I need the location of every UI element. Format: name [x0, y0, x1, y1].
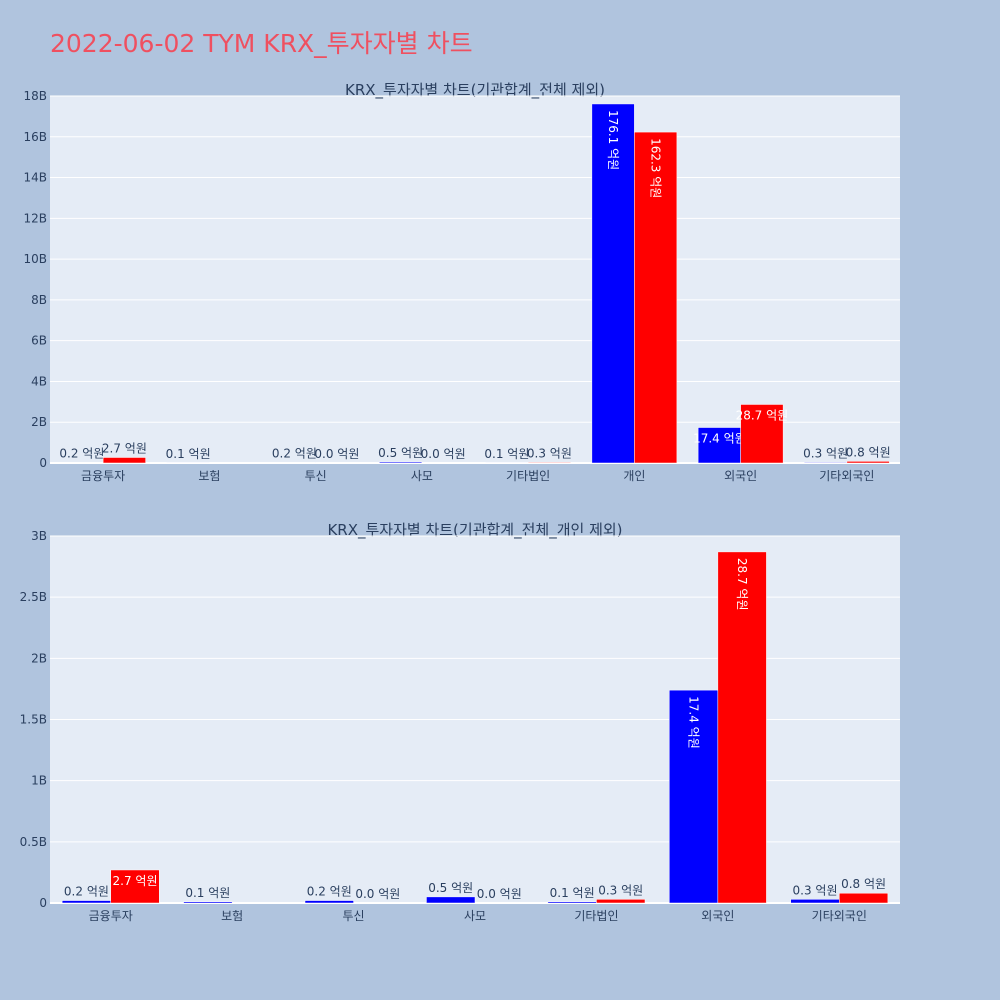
x-tick-label: 투신	[305, 469, 327, 483]
chart-title: KRX_투자자별 차트(기관합계_전체_개인 제외)	[327, 521, 622, 540]
x-tick-label: 기타외국인	[819, 469, 874, 483]
data-label: 28.7 억원	[736, 408, 789, 422]
data-label: 0.5 억원	[378, 446, 423, 460]
x-tick-label: 사모	[411, 469, 433, 483]
y-tick-label: 12B	[23, 211, 47, 225]
data-label: 0.3 억원	[598, 883, 643, 897]
data-label: 0.1 억원	[166, 447, 211, 461]
data-label: 0.0 억원	[314, 447, 359, 461]
data-label: 17.4 억원	[687, 696, 701, 749]
y-tick-label: 4B	[31, 374, 47, 388]
x-tick-label: 투신	[343, 909, 365, 923]
bar	[697, 427, 741, 464]
bar	[547, 901, 597, 904]
data-label: 0.2 억원	[59, 447, 104, 461]
y-tick-label: 0.5B	[20, 835, 47, 849]
data-label: 0.1 억원	[185, 886, 230, 900]
chart-krx-excluding-institutions: KRX_투자자별 차트(기관합계_전체 제외) 0 2B 4B 6B 8B 10B 12B 14…	[23, 81, 900, 483]
x-tick-label: 사모	[464, 909, 486, 923]
x-tick-label: 보험	[221, 909, 243, 923]
y-tick-label: 0	[39, 896, 47, 910]
data-label: 0.8 억원	[841, 877, 886, 891]
data-label: 0.2 억원	[64, 885, 109, 899]
data-label: 0.2 억원	[272, 447, 317, 461]
x-tick-label: 외국인	[701, 909, 734, 923]
y-tick-label: 1B	[31, 774, 47, 788]
data-label: 176.1 억원	[606, 110, 620, 170]
y-tick-label: 18B	[23, 89, 47, 103]
bar	[591, 103, 635, 464]
x-tick-label: 외국인	[724, 469, 757, 483]
bar	[596, 899, 646, 904]
data-label: 0.8 억원	[846, 445, 891, 459]
bar	[426, 896, 476, 904]
x-tick-label: 금융투자	[81, 469, 125, 483]
data-label: 0.3 억원	[527, 446, 572, 460]
plot-area	[50, 96, 900, 463]
bar	[102, 457, 146, 464]
y-tick-label: 3B	[31, 529, 47, 543]
chart-title: KRX_투자자별 차트(기관합계_전체 제외)	[345, 81, 605, 100]
bar	[183, 901, 233, 904]
data-label: 0.0 억원	[355, 887, 400, 901]
y-tick-label: 1.5B	[20, 713, 47, 727]
data-label: 0.0 억원	[421, 447, 466, 461]
data-label: 0.0 억원	[477, 887, 522, 901]
x-tick-label: 개인	[623, 469, 645, 483]
bar	[527, 462, 571, 464]
bar	[110, 869, 160, 904]
x-tick-label: 기타외국인	[812, 909, 867, 923]
x-tick-label: 기타법인	[506, 469, 550, 483]
data-label: 162.3 억원	[649, 138, 663, 198]
bar	[304, 900, 354, 904]
data-label: 0.2 억원	[307, 885, 352, 899]
data-label: 0.5 억원	[428, 881, 473, 895]
x-tick-label: 보험	[198, 469, 220, 483]
data-label: 2.7 억원	[102, 441, 147, 455]
x-tick-label: 기타법인	[574, 909, 618, 923]
y-tick-label: 16B	[23, 130, 47, 144]
data-label: 0.1 억원	[484, 447, 529, 461]
page-title: 2022-06-02 TYM KRX_투자자별 차트	[50, 29, 473, 58]
data-label: 0.3 억원	[803, 446, 848, 460]
data-label: 0.3 억원	[793, 883, 838, 897]
y-tick-label: 6B	[31, 334, 47, 348]
x-tick-label: 금융투자	[89, 909, 133, 923]
y-tick-label: 0	[39, 456, 47, 470]
bar	[839, 892, 889, 904]
y-tick-label: 2B	[31, 415, 47, 429]
data-label: 2.7 억원	[113, 874, 158, 888]
bar	[669, 689, 719, 904]
bar	[740, 404, 784, 464]
bar	[846, 461, 890, 464]
data-label: 0.1 억원	[550, 886, 595, 900]
y-tick-label: 10B	[23, 252, 47, 266]
bar	[634, 131, 678, 464]
bar	[790, 899, 840, 904]
y-tick-label: 8B	[31, 293, 47, 307]
data-label: 28.7 억원	[735, 558, 749, 611]
y-tick-label: 2B	[31, 651, 47, 665]
y-tick-label: 14B	[23, 171, 47, 185]
bar	[717, 551, 767, 904]
bar	[61, 900, 111, 904]
data-label: 17.4 억원	[693, 432, 746, 446]
bar	[379, 461, 423, 464]
y-tick-label: 2.5B	[20, 590, 47, 604]
